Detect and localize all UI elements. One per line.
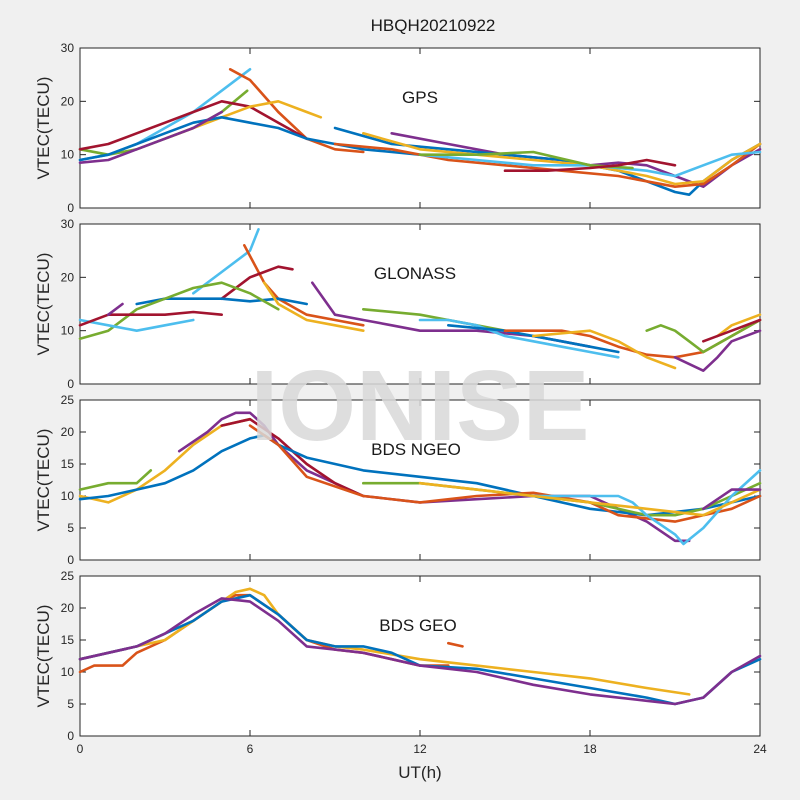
axes-box: [79, 575, 761, 737]
panel-label: BDS NGEO: [371, 440, 461, 459]
panel-label: GLONASS: [374, 264, 456, 283]
y-axis-label: VTEC(TECU): [34, 429, 53, 532]
series-line: [701, 318, 762, 343]
series-line: [673, 329, 762, 373]
series-line: [78, 110, 223, 164]
y-tick-label: 0: [67, 729, 74, 743]
series-line: [78, 100, 309, 151]
series-line: [78, 318, 195, 333]
series-line: [418, 150, 762, 178]
series-line: [645, 318, 762, 354]
x-tick-label: 6: [247, 742, 254, 756]
panel-label: BDS GEO: [379, 616, 456, 635]
y-tick-label: 25: [61, 393, 75, 407]
series-line: [248, 424, 762, 523]
series-line: [78, 469, 153, 491]
y-axis-label: VTEC(TECU): [34, 605, 53, 708]
y-tick-label: 10: [61, 148, 75, 162]
y-tick-label: 5: [67, 697, 74, 711]
y-tick-label: 10: [61, 324, 75, 338]
series-line: [446, 323, 620, 354]
x-tick-label: 12: [413, 742, 427, 756]
axes-box: [79, 399, 761, 561]
series-line: [390, 132, 762, 188]
y-tick-label: 15: [61, 457, 75, 471]
y-tick-label: 30: [61, 41, 75, 55]
panels: 0 10 20 30 GPS VTEC(TECU) 0 10 20 30 GLONASS VTEC(T…: [34, 41, 767, 782]
series-group: [78, 68, 762, 196]
series-line: [701, 488, 762, 511]
y-tick-label: 20: [61, 94, 75, 108]
series-group: [78, 411, 762, 546]
series-line: [418, 318, 620, 359]
x-axis-label: UT(h): [398, 763, 441, 782]
series-line: [107, 302, 124, 317]
panel-1: 0 10 20 30 GPS VTEC(TECU): [34, 41, 762, 215]
series-line: [78, 597, 762, 706]
series-line: [361, 132, 762, 186]
series-line: [503, 158, 677, 172]
y-tick-label: 30: [61, 217, 75, 231]
x-tick-label: 0: [77, 742, 84, 756]
series-line: [716, 313, 762, 338]
panel-4: 0 6 12 18 24 0 5 10 15 20 25 BDS GEO VTEC(TECU) UT(h): [34, 569, 767, 782]
y-axis-label: VTEC(TECU): [34, 253, 53, 356]
series-line: [446, 641, 464, 648]
series-group: [78, 587, 762, 706]
x-tick-label: 24: [753, 742, 767, 756]
y-tick-label: 20: [61, 425, 75, 439]
series-group: [78, 228, 762, 373]
figure-title: HBQH20210922: [371, 16, 496, 35]
series-line: [78, 310, 223, 327]
series-line: [262, 281, 365, 333]
series-line: [531, 329, 677, 370]
series-line: [228, 68, 365, 154]
y-tick-label: 10: [61, 665, 75, 679]
y-tick-label: 20: [61, 270, 75, 284]
panel-label: GPS: [402, 88, 438, 107]
series-line: [418, 481, 762, 517]
y-tick-label: 0: [67, 201, 74, 215]
watermark: IONISE: [251, 350, 590, 462]
series-line: [192, 228, 260, 295]
series-line: [531, 469, 762, 546]
y-tick-label: 0: [67, 553, 74, 567]
y-tick-label: 25: [61, 569, 75, 583]
x-tick-label: 18: [583, 742, 597, 756]
y-tick-label: 5: [67, 521, 74, 535]
panel-2: 0 10 20 30 GLONASS VTEC(TECU): [34, 217, 762, 391]
panel-3: 0 5 10 15 20 25 BDS NGEO VTEC(TECU): [34, 393, 762, 567]
series-line: [78, 116, 422, 162]
y-tick-label: 20: [61, 601, 75, 615]
y-tick-label: 15: [61, 633, 75, 647]
series-line: [243, 244, 365, 327]
y-axis-label: VTEC(TECU): [34, 77, 53, 180]
y-tick-label: 10: [61, 489, 75, 503]
y-tick-label: 0: [67, 377, 74, 391]
